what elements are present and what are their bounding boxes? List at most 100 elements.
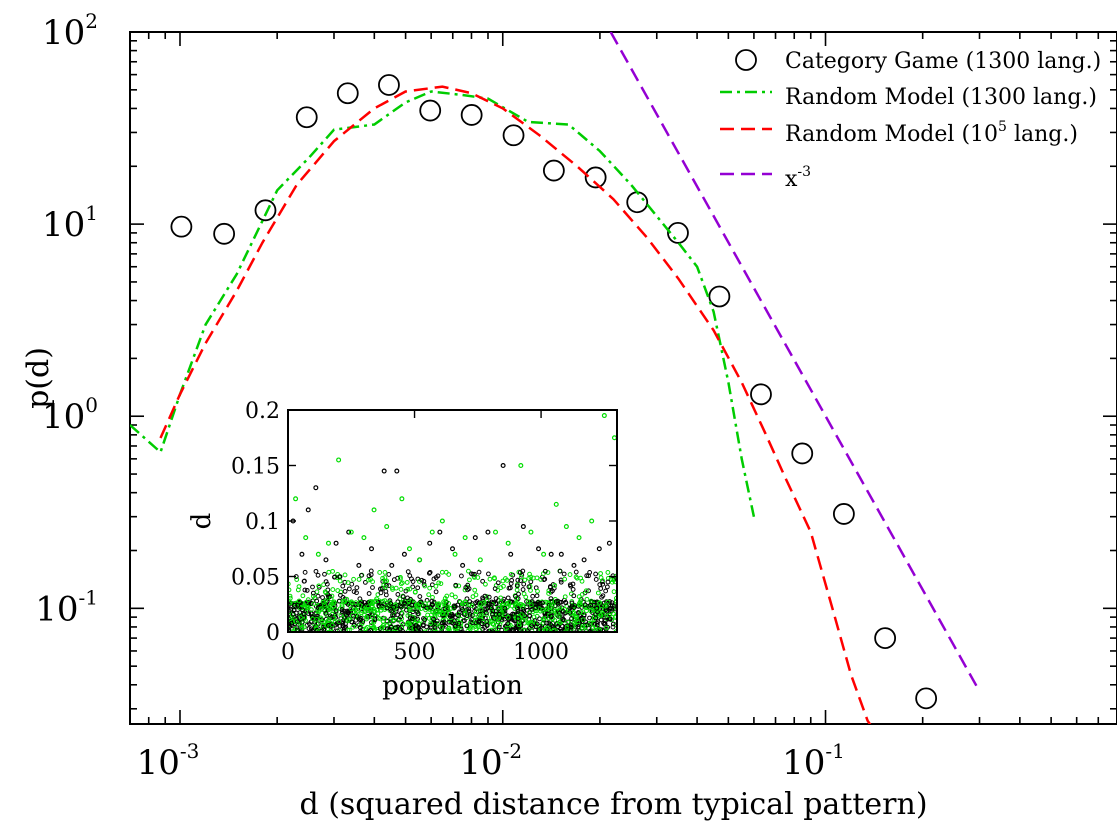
inset-point <box>311 601 317 607</box>
inset-point <box>446 619 452 625</box>
inset-point <box>445 628 451 632</box>
inset-point <box>367 607 373 613</box>
legend: Category Game (1300 lang.) Random Model (… <box>720 49 1101 192</box>
inset-point <box>399 496 405 502</box>
inset-point-cloud <box>288 568 617 632</box>
inset-point <box>558 579 564 585</box>
inset-point <box>515 609 521 614</box>
inset-point <box>605 599 611 605</box>
inset-point <box>325 591 331 597</box>
y-tick-label: 102 <box>42 9 98 53</box>
inset-point <box>609 579 615 585</box>
inset-point <box>453 582 459 588</box>
inset-point <box>434 605 440 611</box>
inset-point <box>429 602 435 607</box>
inset-point <box>379 624 385 630</box>
inset-point <box>406 603 411 608</box>
inset-point <box>456 621 462 626</box>
inset-point <box>561 571 567 577</box>
inset-point <box>398 587 404 592</box>
inset-point <box>428 604 434 610</box>
inset-point <box>479 621 485 627</box>
x-tick-label: 10-1 <box>782 739 845 783</box>
inset-point <box>550 588 555 594</box>
inset-point <box>356 577 362 582</box>
inset-point <box>382 616 388 621</box>
inset-point <box>480 597 486 603</box>
inset-point <box>422 583 428 589</box>
inset-point <box>466 606 472 612</box>
inset-point <box>349 600 355 606</box>
inset-point <box>467 577 472 583</box>
inset-point <box>433 583 439 589</box>
data-point <box>460 104 483 126</box>
inset-point <box>546 591 552 596</box>
inset-point <box>302 569 308 575</box>
inset-point <box>576 610 581 615</box>
inset-point <box>426 592 432 598</box>
inset-point <box>302 587 308 593</box>
inset-point <box>433 589 439 595</box>
inset-point <box>335 588 341 593</box>
inset-point <box>344 612 349 618</box>
inset-point <box>460 562 466 568</box>
inset-point <box>499 610 505 616</box>
inset-point <box>359 572 364 578</box>
inset-point <box>555 601 561 607</box>
inset-x-tick-label: 1000 <box>513 640 569 665</box>
inset-point <box>605 579 611 585</box>
inset-point <box>380 575 385 581</box>
inset-point <box>589 518 595 524</box>
plot-frame <box>129 31 1117 725</box>
inset-point <box>515 577 521 583</box>
inset-point <box>591 603 597 608</box>
inset-series-0 <box>290 463 612 568</box>
inset-point <box>382 584 388 590</box>
inset-point <box>496 611 502 617</box>
inset-point <box>378 590 384 596</box>
inset-point <box>293 619 298 624</box>
inset-point <box>563 524 569 530</box>
inset-point <box>575 624 581 630</box>
inset-point <box>370 585 375 590</box>
inset-point <box>398 581 404 587</box>
inset-point <box>299 551 305 557</box>
inset-point <box>428 622 433 628</box>
inset-point <box>568 627 574 632</box>
inset-point <box>495 580 501 586</box>
inset-x-tick-label: 0 <box>281 640 295 665</box>
inset-point <box>322 589 328 595</box>
inset-point <box>382 569 388 575</box>
inset-point <box>504 601 510 606</box>
inset-point <box>372 617 378 623</box>
inset-point <box>601 413 607 419</box>
inset-point <box>346 529 352 535</box>
inset-point <box>582 604 588 610</box>
inset-point <box>573 574 579 580</box>
inset-point <box>569 600 575 606</box>
inset-point <box>297 610 303 616</box>
inset-point <box>496 605 501 611</box>
inset-point <box>462 587 468 593</box>
inset-point <box>302 578 307 584</box>
inset-point <box>477 557 483 563</box>
plot-area <box>130 32 981 724</box>
inset-point <box>333 608 339 614</box>
data-point <box>708 285 731 308</box>
inset-point <box>354 590 359 596</box>
data-point <box>336 82 359 105</box>
inset-point <box>467 602 472 607</box>
inset-point <box>488 605 494 611</box>
inset-point <box>523 594 529 600</box>
inset-point <box>339 607 345 612</box>
inset-point <box>534 613 540 619</box>
inset-point <box>540 600 545 606</box>
inset-point <box>515 601 521 606</box>
inset-point <box>308 607 314 612</box>
inset-point <box>555 624 561 629</box>
inset-point <box>333 540 339 546</box>
inset-point <box>398 576 403 582</box>
inset-point <box>552 582 558 588</box>
inset-point <box>389 562 395 568</box>
inset-point <box>493 529 499 535</box>
